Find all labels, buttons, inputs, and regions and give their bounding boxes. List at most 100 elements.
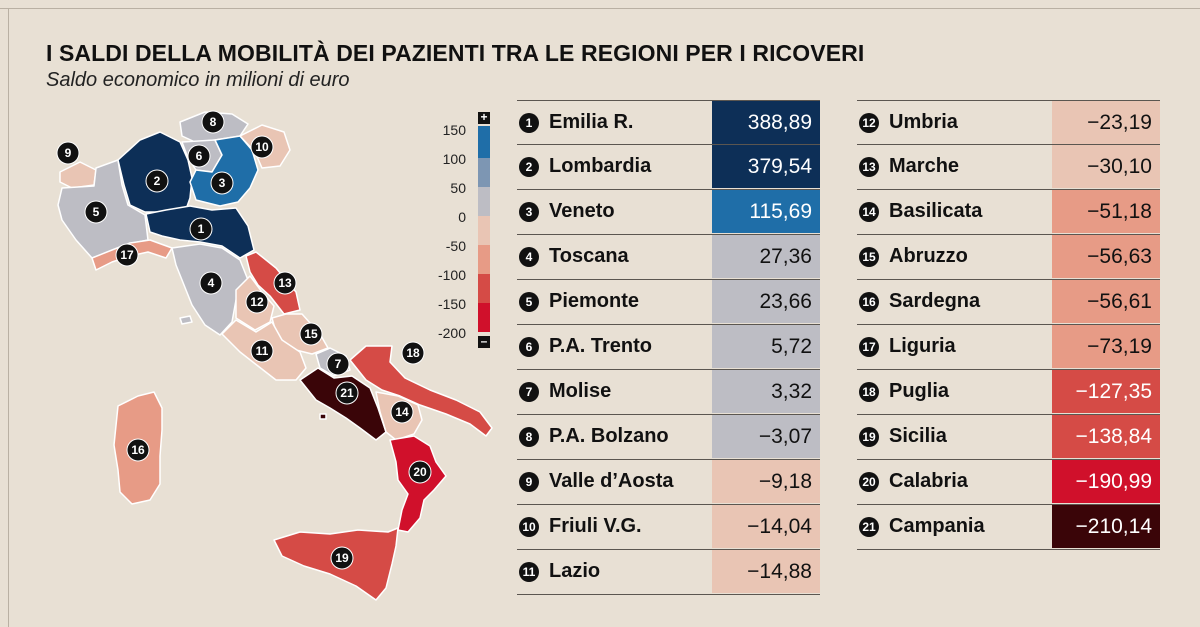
legend-swatch-minus50-0: [478, 216, 490, 245]
legend-tick: 50: [450, 180, 466, 196]
region-value: −9,18: [712, 460, 820, 503]
rank-badge: 5: [519, 292, 539, 312]
rank-badge: 13: [859, 157, 879, 177]
svg-text:15: 15: [304, 327, 318, 341]
legend-swatch-0-50: [478, 187, 490, 216]
svg-text:11: 11: [256, 344, 269, 358]
rank-badge: 16: [859, 292, 879, 312]
rank-badge: 1: [519, 113, 539, 133]
table-row: 10 Friuli V.G. −14,04: [517, 505, 820, 550]
table-row: 12 Umbria −23,19: [857, 100, 1160, 145]
badge-5: 5: [84, 200, 108, 224]
legend-tick: -150: [437, 296, 466, 312]
region-value: −14,04: [712, 505, 820, 548]
badge-15: 15: [299, 322, 323, 346]
badge-1: 1: [189, 217, 213, 241]
badge-16: 16: [126, 438, 150, 462]
region-value: −3,07: [712, 415, 820, 458]
svg-text:9: 9: [65, 146, 72, 160]
ranking-table-right: 12 Umbria −23,19 13 Marche −30,10 14 Basilica…: [857, 100, 1160, 550]
region-name: P.A. Bolzano: [549, 425, 669, 447]
table-row: 20 Calabria −190,99: [857, 460, 1160, 505]
badge-18: 18: [401, 341, 425, 365]
region-name: Calabria: [889, 470, 968, 492]
table-row: 14 Basilicata −51,18: [857, 190, 1160, 235]
svg-text:13: 13: [278, 276, 292, 290]
svg-text:20: 20: [413, 465, 427, 479]
table-row: 13 Marche −30,10: [857, 145, 1160, 190]
region-name: Abruzzo: [889, 245, 968, 267]
legend-swatch-50-100: [478, 158, 490, 187]
rank-badge: 10: [519, 517, 539, 537]
region-marche: [245, 251, 301, 315]
region-name: Toscana: [549, 245, 629, 267]
rank-badge: 4: [519, 247, 539, 267]
rank-badge: 9: [519, 472, 539, 492]
svg-text:7: 7: [335, 357, 342, 371]
region-name: Marche: [889, 155, 960, 177]
rank-badge: 6: [519, 337, 539, 357]
svg-text:8: 8: [210, 115, 217, 129]
rank-badge: 19: [859, 427, 879, 447]
table-row: 8 P.A. Bolzano −3,07: [517, 415, 820, 460]
svg-text:17: 17: [120, 248, 134, 262]
table-row: 16 Sardegna −56,61: [857, 280, 1160, 325]
region-name: Umbria: [889, 111, 958, 133]
legend-swatch-minus150-minus100: [478, 274, 490, 303]
legend-tick: 100: [442, 151, 466, 167]
badge-7: 7: [326, 352, 350, 376]
region-name: Basilicata: [889, 200, 983, 222]
region-value: 388,89: [712, 101, 820, 144]
badge-11: 11: [250, 339, 274, 363]
region-value: −51,18: [1052, 190, 1160, 233]
table-row: 5 Piemonte 23,66: [517, 280, 820, 325]
svg-text:19: 19: [335, 551, 349, 565]
table-row: 18 Puglia −127,35: [857, 370, 1160, 415]
italy-map: 1 2 3 4 5 6 7 8 9 10 11 12 13 14 15 16 1…: [56, 110, 493, 601]
region-value: −56,63: [1052, 235, 1160, 278]
svg-text:21: 21: [340, 386, 354, 400]
color-legend: + 150 100 50 0 -50 -100 -150 -200 –: [420, 111, 500, 352]
badge-12: 12: [245, 290, 269, 314]
rank-badge: 11: [519, 562, 539, 582]
region-name: P.A. Trento: [549, 335, 652, 357]
badge-20: 20: [408, 460, 432, 484]
table-row: 11 Lazio −14,88: [517, 550, 820, 595]
region-value: −127,35: [1052, 370, 1160, 413]
svg-text:1: 1: [198, 222, 205, 236]
region-valle-daosta: [59, 161, 97, 189]
region-name: Campania: [889, 515, 985, 537]
region-value: 27,36: [712, 235, 820, 278]
svg-text:4: 4: [208, 276, 215, 290]
table-row: 21 Campania −210,14: [857, 505, 1160, 550]
legend-swatch-minus200-minus150: [478, 303, 490, 332]
badge-10: 10: [250, 135, 274, 159]
region-value: 5,72: [712, 325, 820, 368]
island-elba: [179, 315, 193, 325]
ranking-table-left: 1 Emilia R. 388,89 2 Lombardia 379,54 3 Venet…: [517, 100, 820, 595]
table-row: 6 P.A. Trento 5,72: [517, 325, 820, 370]
region-value: −73,19: [1052, 325, 1160, 368]
region-name: Lazio: [549, 560, 601, 582]
legend-tick: -50: [445, 238, 466, 254]
island-capri: [319, 413, 327, 420]
region-name: Sardegna: [889, 290, 981, 312]
rank-badge: 2: [519, 157, 539, 177]
rank-badge: 8: [519, 427, 539, 447]
svg-text:3: 3: [219, 176, 226, 190]
svg-text:14: 14: [395, 405, 409, 419]
table-row: 7 Molise 3,32: [517, 370, 820, 415]
badge-2: 2: [145, 169, 169, 193]
badge-6: 6: [187, 144, 211, 168]
badge-13: 13: [273, 271, 297, 295]
rank-badge: 21: [859, 517, 879, 537]
svg-text:5: 5: [93, 205, 100, 219]
region-value: −23,19: [1052, 101, 1160, 144]
region-value: 23,66: [712, 280, 820, 323]
table-row: 9 Valle d’Aosta −9,18: [517, 460, 820, 505]
rank-badge: 18: [859, 382, 879, 402]
rank-badge: 17: [859, 337, 879, 357]
legend-swatch-minus100-minus50: [478, 245, 490, 274]
region-name: Veneto: [549, 200, 615, 222]
region-name: Puglia: [889, 380, 950, 402]
